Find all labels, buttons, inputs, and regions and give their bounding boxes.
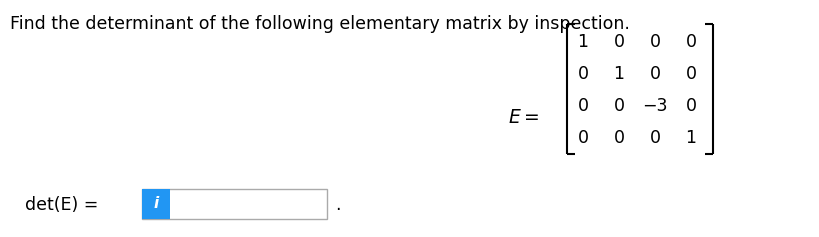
- FancyBboxPatch shape: [142, 189, 170, 219]
- Text: 1: 1: [613, 65, 624, 83]
- Text: −3: −3: [641, 97, 667, 115]
- Text: 0: 0: [613, 129, 624, 147]
- Text: 0: 0: [613, 97, 624, 115]
- Text: Find the determinant of the following elementary matrix by inspection.: Find the determinant of the following el…: [10, 15, 629, 33]
- Text: 0: 0: [649, 129, 659, 147]
- Text: 0: 0: [649, 65, 659, 83]
- Text: 0: 0: [577, 97, 588, 115]
- Text: 0: 0: [685, 33, 695, 51]
- Text: 0: 0: [649, 33, 659, 51]
- Text: 0: 0: [685, 97, 695, 115]
- FancyBboxPatch shape: [142, 189, 327, 219]
- Text: det(E) =: det(E) =: [25, 196, 98, 214]
- Text: 0: 0: [685, 65, 695, 83]
- Text: $E =$: $E =$: [508, 108, 539, 127]
- Text: 0: 0: [577, 129, 588, 147]
- Text: 0: 0: [577, 65, 588, 83]
- Text: .: .: [335, 196, 340, 214]
- Text: 1: 1: [685, 129, 695, 147]
- Text: 0: 0: [613, 33, 624, 51]
- Text: 1: 1: [577, 33, 588, 51]
- Text: i: i: [153, 196, 158, 211]
